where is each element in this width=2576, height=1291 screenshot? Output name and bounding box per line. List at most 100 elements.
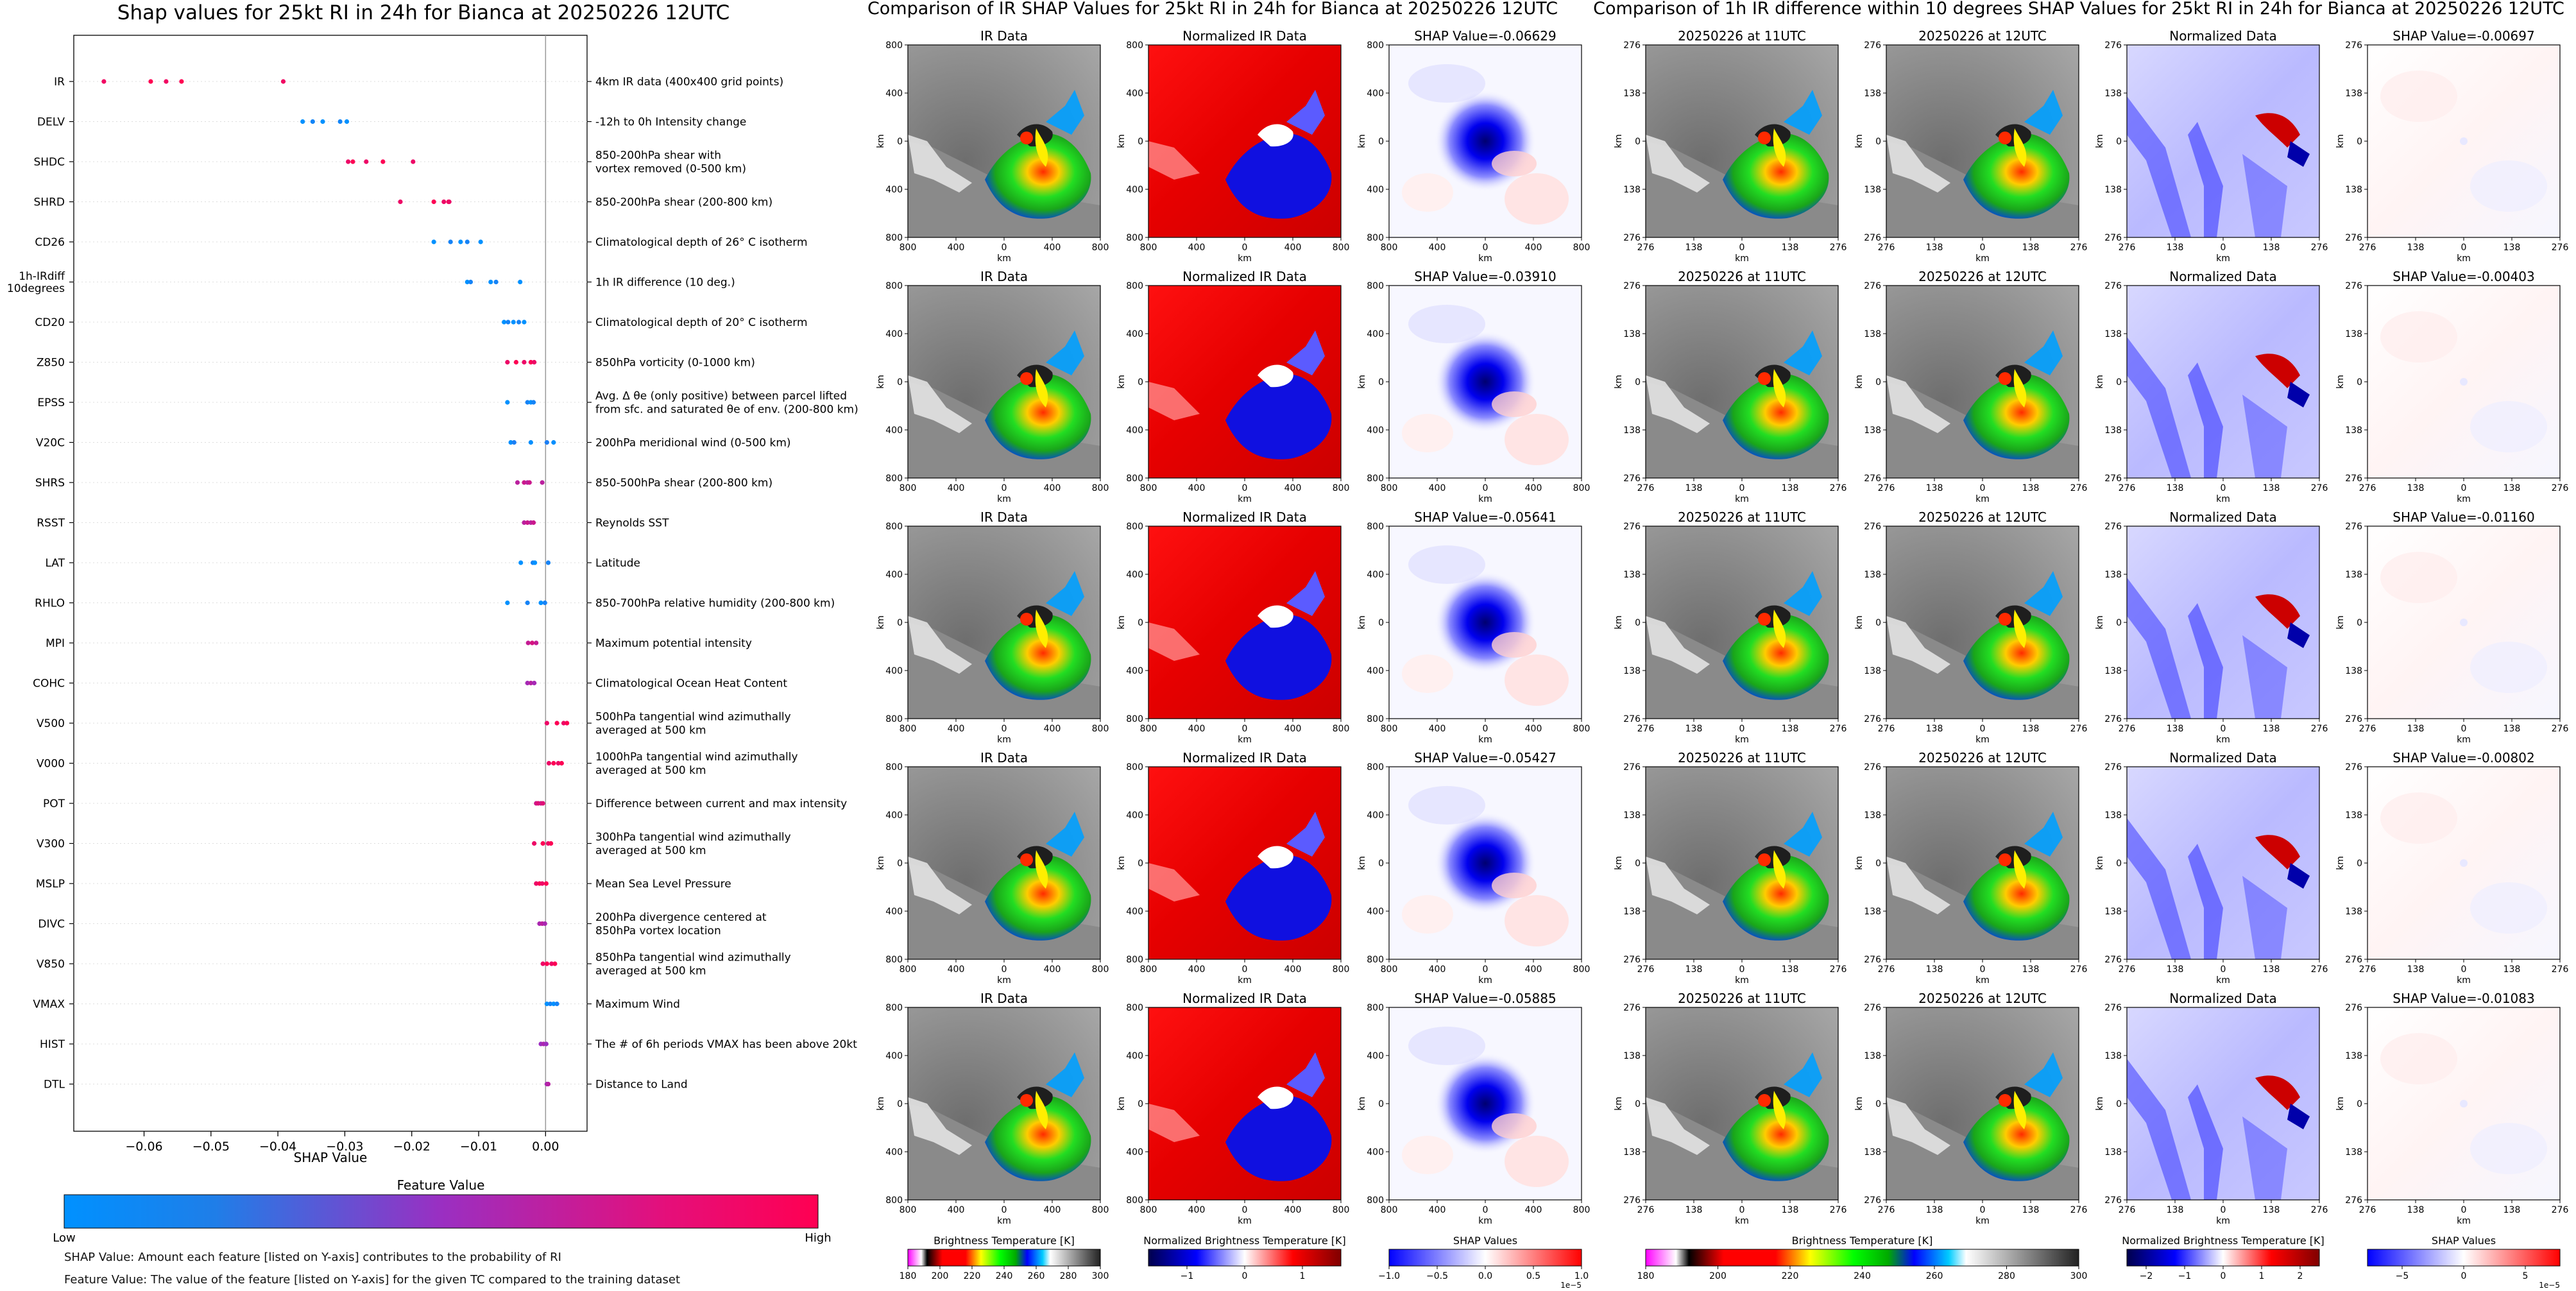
- y-tick-label: 138: [2345, 1147, 2362, 1158]
- shap-point: [458, 239, 463, 244]
- shap-point: [546, 760, 552, 766]
- x-tick-label: 0: [2461, 964, 2467, 975]
- x-axis-label: km: [2457, 494, 2471, 504]
- x-axis-label: km: [2457, 975, 2471, 986]
- y-tick-label: 138: [2104, 185, 2122, 195]
- y-tick-label: 400: [1126, 1051, 1143, 1061]
- imagery-image: [908, 526, 1100, 719]
- shap-point: [506, 320, 511, 325]
- x-tick-label: 276: [2070, 964, 2088, 975]
- feature-description-label: 850hPa vortex location: [595, 925, 721, 937]
- feature-description-label: -12h to 0h Intensity change: [595, 116, 746, 129]
- shap-point: [505, 359, 510, 365]
- y-tick-label: 276: [1623, 281, 1641, 291]
- y-tick-label: 0: [1138, 618, 1143, 628]
- y-tick-label: 276: [1623, 714, 1641, 724]
- y-tick-label: 276: [1864, 955, 1881, 965]
- x-tick-label: 400: [1429, 483, 1446, 493]
- note-shap-value: SHAP Value: Amount each feature [listed …: [64, 1251, 561, 1264]
- feature-name-label: POT: [43, 798, 65, 810]
- y-tick-label: 276: [2104, 522, 2122, 532]
- panel-title: 20250226 at 12UTC: [1918, 750, 2047, 765]
- panel-title: IR Data: [980, 991, 1028, 1006]
- feature-name-label: DIVC: [38, 918, 65, 931]
- y-tick-label: 0: [1378, 618, 1384, 628]
- y-tick-label: 800: [1367, 522, 1384, 532]
- colorbar-tick-label: 240: [1854, 1271, 1871, 1281]
- y-tick-label: 276: [2104, 714, 2122, 724]
- note-feature-value: Feature Value: The value of the feature …: [64, 1273, 681, 1287]
- x-tick-label: 138: [2022, 964, 2040, 975]
- feature-name-label: DELV: [37, 116, 65, 129]
- y-axis-label: km: [2095, 615, 2105, 629]
- x-tick-label: −0.06: [125, 1140, 162, 1154]
- panel-title: Normalized Data: [2169, 991, 2277, 1006]
- y-tick-label: 0: [1635, 1099, 1641, 1109]
- colorbar-gradient: [2367, 1249, 2561, 1267]
- x-tick-label: 276: [1830, 1205, 1847, 1215]
- panel-title: 20250226 at 11UTC: [1678, 269, 1806, 284]
- y-tick-label: 0: [1635, 137, 1641, 147]
- shap-point: [544, 721, 550, 726]
- y-tick-label: 276: [1623, 522, 1641, 532]
- shap-point: [528, 680, 533, 686]
- x-tick-label: 138: [1685, 483, 1703, 493]
- shap-point: [545, 560, 551, 565]
- x-tick-label: 138: [2263, 964, 2280, 975]
- feature-description-label: 850-500hPa shear (200-800 km): [595, 477, 772, 490]
- x-tick-label: 0: [1980, 243, 1986, 253]
- x-tick-label: 138: [2407, 1205, 2425, 1215]
- x-tick-label: −0.02: [393, 1140, 431, 1154]
- x-axis-label: km: [1478, 253, 1492, 264]
- shap-point: [518, 279, 523, 285]
- y-tick-label: 138: [2104, 570, 2122, 580]
- imagery-panel: Normalized Data2762761381380013813827627…: [2095, 750, 2328, 986]
- feature-description-label: Climatological Ocean Heat Content: [595, 678, 787, 690]
- shap-point: [542, 600, 547, 606]
- y-axis-label: km: [1614, 615, 1624, 629]
- imagery-image: [1646, 767, 1838, 959]
- feature-description-label: Maximum Wind: [595, 998, 680, 1011]
- x-tick-label: 400: [1429, 724, 1446, 734]
- y-tick-label: 400: [885, 329, 903, 339]
- colorbar-label: Normalized Brightness Temperature [K]: [2122, 1235, 2324, 1247]
- y-tick-label: 400: [1367, 570, 1384, 580]
- y-tick-label: 800: [1126, 281, 1143, 291]
- shap-point: [551, 760, 556, 766]
- x-tick-label: 276: [1830, 724, 1847, 734]
- x-tick-label: 400: [948, 964, 965, 975]
- y-tick-label: 800: [1126, 233, 1143, 243]
- y-tick-label: 0: [2357, 618, 2362, 628]
- x-tick-label: 276: [1878, 243, 1895, 253]
- imagery-image: [908, 45, 1100, 237]
- y-tick-label: 800: [1126, 474, 1143, 484]
- x-tick-label: 0: [1242, 243, 1248, 253]
- x-tick-label: 400: [1044, 964, 1061, 975]
- y-tick-label: 138: [1623, 1147, 1641, 1158]
- imagery-panel: 20250226 at 12UTC27627613813800138138276…: [1854, 750, 2087, 986]
- y-tick-label: 276: [2345, 474, 2362, 484]
- panel-title: Normalized IR Data: [1182, 750, 1307, 765]
- x-tick-label: 800: [900, 243, 917, 253]
- shap-point: [551, 1001, 556, 1007]
- shap-point: [532, 841, 537, 846]
- shap-point: [544, 1001, 550, 1007]
- x-tick-label: 276: [2552, 483, 2569, 493]
- panel-title: 20250226 at 11UTC: [1678, 509, 1806, 525]
- x-axis-label: km: [1735, 975, 1749, 986]
- x-tick-label: 0: [1980, 1205, 1986, 1215]
- y-tick-label: 138: [1864, 810, 1881, 821]
- y-tick-label: 800: [1367, 762, 1384, 773]
- x-tick-label: 276: [2359, 483, 2376, 493]
- x-tick-label: 138: [2167, 243, 2184, 253]
- x-tick-label: 400: [1284, 243, 1302, 253]
- y-tick-label: 800: [885, 281, 903, 291]
- x-tick-label: 276: [2552, 1205, 2569, 1215]
- y-tick-label: 400: [1126, 666, 1143, 676]
- shap-point: [540, 480, 545, 485]
- y-tick-label: 138: [2345, 570, 2362, 580]
- y-tick-label: 138: [1623, 185, 1641, 195]
- y-tick-label: 138: [1864, 185, 1881, 195]
- shap-point: [398, 199, 403, 205]
- x-tick-label: 138: [1926, 724, 1943, 734]
